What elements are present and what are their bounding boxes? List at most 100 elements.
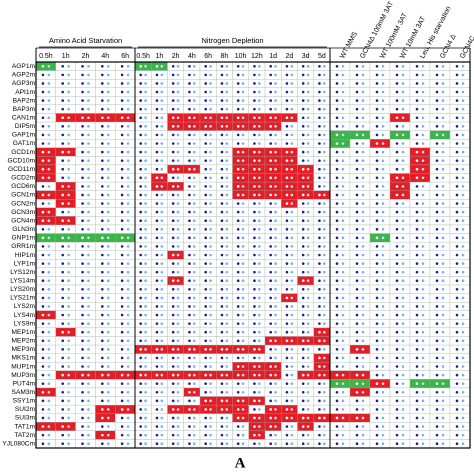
dot bbox=[258, 305, 261, 308]
dot bbox=[106, 142, 110, 145]
dot bbox=[120, 150, 124, 154]
cell bbox=[134, 207, 152, 217]
dot bbox=[106, 185, 110, 188]
dot bbox=[171, 210, 175, 214]
dot bbox=[139, 365, 142, 368]
dot bbox=[120, 339, 124, 343]
cell bbox=[313, 310, 331, 320]
cell bbox=[167, 156, 184, 166]
cell bbox=[232, 284, 249, 294]
dot bbox=[361, 167, 365, 171]
dot bbox=[236, 176, 240, 180]
dot bbox=[395, 219, 399, 222]
dot bbox=[61, 356, 65, 360]
cell bbox=[389, 336, 411, 346]
dot bbox=[241, 116, 245, 120]
cell bbox=[248, 439, 266, 449]
dot bbox=[61, 82, 65, 85]
dot bbox=[144, 399, 147, 403]
dot bbox=[285, 202, 289, 205]
dot bbox=[101, 305, 104, 308]
dot bbox=[41, 382, 45, 385]
dot bbox=[139, 236, 142, 240]
dot bbox=[318, 313, 321, 317]
dot bbox=[225, 288, 229, 291]
dot bbox=[87, 99, 90, 102]
cell bbox=[134, 70, 152, 80]
dot bbox=[401, 279, 405, 283]
cell bbox=[409, 104, 431, 114]
cell bbox=[297, 207, 314, 217]
dot bbox=[126, 416, 130, 420]
cell bbox=[264, 113, 282, 123]
cell bbox=[232, 207, 249, 217]
dot bbox=[435, 90, 439, 94]
dot bbox=[236, 107, 240, 111]
dot bbox=[204, 82, 207, 85]
dot bbox=[126, 442, 130, 446]
dot bbox=[441, 185, 445, 188]
cell bbox=[313, 344, 331, 354]
cell bbox=[55, 233, 76, 243]
row-label: LYS2m bbox=[14, 303, 36, 310]
cell bbox=[297, 70, 314, 80]
dot bbox=[341, 416, 345, 420]
cell bbox=[389, 439, 411, 449]
dot bbox=[225, 150, 229, 154]
row-label: GCN3m bbox=[11, 209, 35, 216]
dot bbox=[155, 227, 159, 231]
dot bbox=[461, 279, 465, 283]
dot bbox=[106, 330, 110, 334]
cell bbox=[199, 79, 217, 88]
dot bbox=[139, 64, 142, 68]
cell bbox=[115, 284, 136, 294]
cell bbox=[199, 121, 217, 131]
cell bbox=[349, 413, 371, 423]
cell bbox=[349, 302, 371, 311]
dot bbox=[258, 296, 261, 300]
cell bbox=[281, 336, 298, 346]
dot bbox=[441, 382, 445, 385]
cell bbox=[115, 96, 136, 106]
cell bbox=[167, 241, 184, 251]
dot bbox=[306, 348, 310, 351]
dot bbox=[395, 159, 399, 162]
dot bbox=[361, 390, 365, 394]
dot bbox=[441, 270, 445, 274]
dot bbox=[455, 202, 459, 205]
dot bbox=[290, 133, 294, 137]
row-label: GLN3m bbox=[12, 226, 35, 233]
dot bbox=[301, 305, 305, 308]
row-label: LYS20m bbox=[10, 286, 35, 293]
dot bbox=[160, 356, 164, 360]
dot bbox=[269, 82, 272, 85]
cell bbox=[449, 267, 471, 277]
cell bbox=[151, 224, 168, 234]
dot bbox=[225, 339, 229, 343]
dot bbox=[415, 296, 419, 300]
cell bbox=[115, 250, 136, 260]
cell bbox=[151, 422, 168, 431]
dot bbox=[47, 279, 51, 283]
cell bbox=[151, 362, 168, 371]
cell bbox=[183, 430, 201, 440]
dot bbox=[375, 99, 379, 102]
dot bbox=[209, 425, 212, 428]
row-label: GAT1m bbox=[13, 140, 36, 147]
cell bbox=[115, 302, 136, 311]
dot bbox=[318, 322, 321, 325]
dot bbox=[335, 176, 339, 180]
dot bbox=[225, 167, 229, 171]
dot bbox=[176, 365, 180, 368]
cell bbox=[232, 199, 249, 208]
cell bbox=[449, 181, 471, 191]
dot bbox=[415, 279, 419, 283]
dot bbox=[395, 270, 399, 274]
dot bbox=[435, 442, 439, 446]
cell bbox=[313, 164, 331, 174]
dot bbox=[441, 167, 445, 171]
cell bbox=[349, 353, 371, 363]
cell bbox=[349, 224, 371, 234]
dot bbox=[87, 348, 90, 351]
cell bbox=[429, 344, 451, 354]
